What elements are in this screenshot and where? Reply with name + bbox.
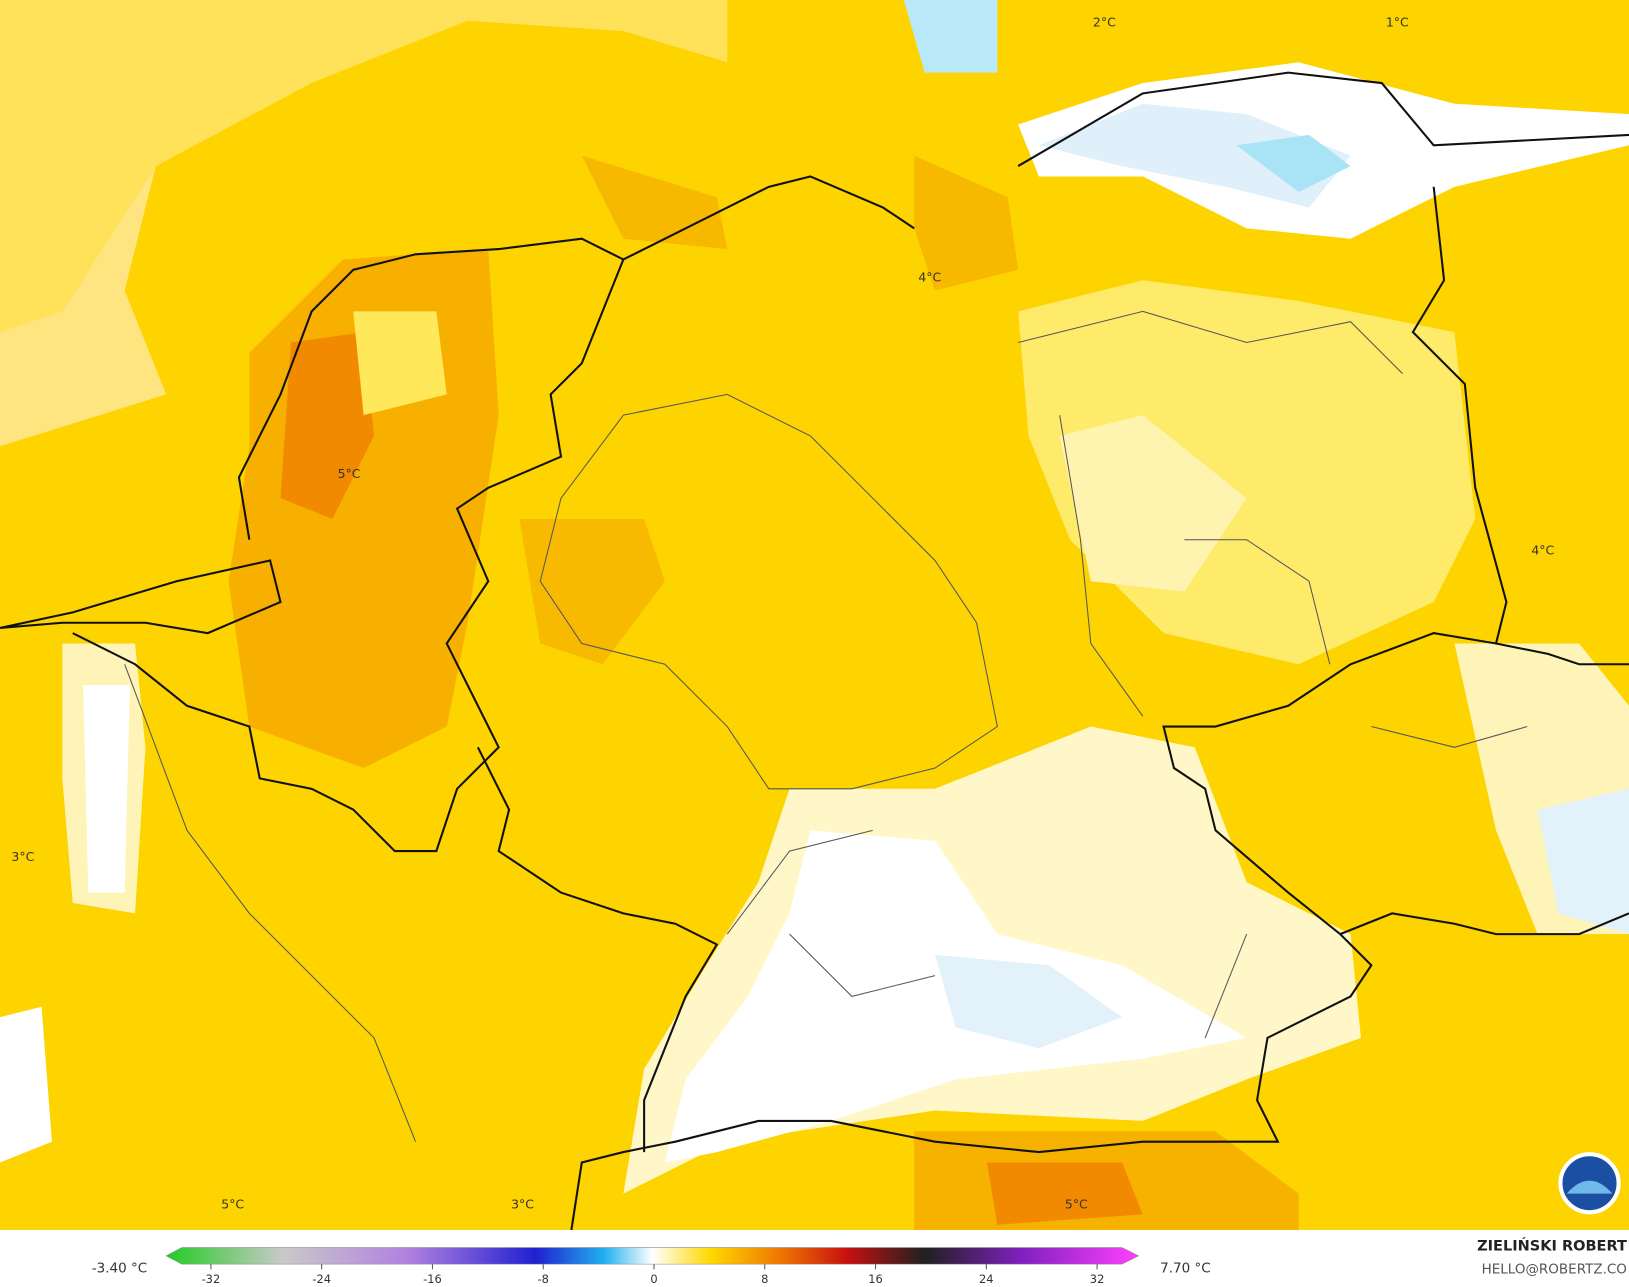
map-area (0, 0, 1629, 1231)
colorbar: -3.40 °C 7.70 °C -32 -24 -16 -8 0 8 16 24 32 (92, 1247, 1211, 1286)
warm-field (519, 518, 665, 665)
colorbar-min: -3.40 °C (92, 1260, 147, 1276)
map-label: 3°C (511, 1197, 534, 1212)
credit-author: ZIELIŃSKI ROBERT (1477, 1237, 1627, 1255)
credit-email: HELLO@ROBERTZ.CO (1482, 1261, 1627, 1277)
hot-field (986, 1162, 1143, 1225)
colorbar-tick-label: 32 (1090, 1272, 1105, 1286)
cool-field (935, 954, 1123, 1049)
map-label: 4°C (918, 270, 941, 285)
sea-field (0, 0, 728, 333)
cold-field (903, 0, 998, 73)
warm-field (914, 155, 1019, 291)
region-line (539, 393, 998, 790)
border-line (72, 237, 625, 853)
cold-field (1236, 134, 1351, 193)
map-label: 5°C (221, 1197, 244, 1212)
colorbar-tick-label: -24 (312, 1272, 331, 1286)
border-line (1339, 912, 1629, 936)
colorbar-ramp (165, 1247, 1140, 1265)
colorbar-max: 7.70 °C (1160, 1260, 1210, 1276)
logo-detail (1566, 1180, 1613, 1194)
map-label: 5°C (1065, 1197, 1088, 1212)
map-label: 2°C (1093, 14, 1116, 29)
colorbar-tick-label: 8 (761, 1272, 768, 1286)
colorbar-tick-label: -8 (538, 1272, 549, 1286)
map-labels: 2°C 1°C 4°C 5°C 4°C 3°C 5°C 3°C 5°C (11, 14, 1554, 1211)
region-line (124, 310, 1528, 1142)
map-label: 1°C (1386, 14, 1409, 29)
neutral-field (0, 1006, 52, 1163)
colorbar-tick-label: 0 (650, 1272, 657, 1286)
hot-field (280, 332, 375, 519)
colorbar-tick-label: 16 (868, 1272, 883, 1286)
coastline (622, 175, 915, 261)
border-line (476, 746, 719, 1153)
coastline (1017, 71, 1629, 167)
border-line (1495, 642, 1629, 666)
colorbar-tick-label: -16 (423, 1272, 442, 1286)
cool-field (1038, 103, 1351, 208)
cool-field (1537, 788, 1629, 935)
colorbar-ticks: -32 -24 -16 -8 0 8 16 24 32 (202, 1264, 1105, 1286)
colorbar-tick-label: -32 (202, 1272, 221, 1286)
coastline (0, 559, 282, 635)
map-label: 4°C (1531, 543, 1554, 558)
neutral-field (83, 685, 130, 893)
lake-field (353, 311, 447, 416)
mild-field (1059, 415, 1247, 592)
map-label: 3°C (11, 849, 34, 864)
colorbar-tick-label: 24 (979, 1272, 994, 1286)
map-label: 5°C (338, 466, 361, 481)
sea-field (0, 166, 167, 447)
